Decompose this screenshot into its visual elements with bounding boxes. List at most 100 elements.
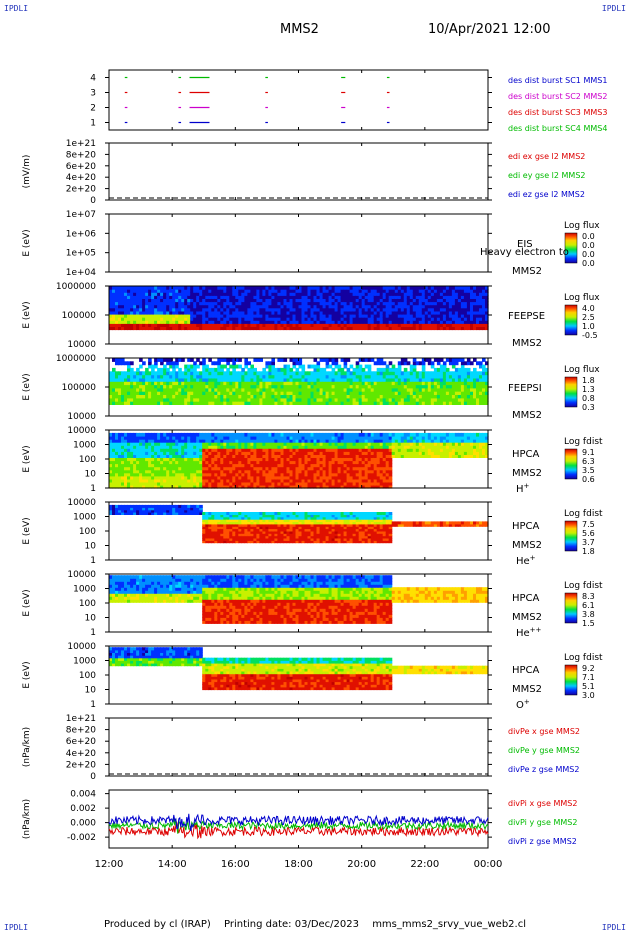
- spectrogram-cell: [268, 397, 272, 402]
- spectrogram-cell: [121, 397, 125, 402]
- spectrogram-cell: [470, 361, 474, 366]
- spectrogram-cell: [280, 454, 285, 458]
- spectrogram-cell: [292, 298, 297, 303]
- spectrogram-cell: [343, 387, 348, 392]
- spectrogram-cell: [316, 295, 321, 299]
- spectrogram-cell: [187, 289, 191, 293]
- spectrogram-cell: [166, 484, 170, 489]
- spectrogram-cell: [244, 466, 248, 471]
- spectrogram-cell: [283, 286, 288, 290]
- spectrogram-cell: [133, 432, 137, 437]
- spectrogram-cell: [181, 307, 185, 312]
- spectrogram-cell: [268, 307, 272, 312]
- spectrogram-cell: [328, 401, 333, 405]
- spectrogram-cell: [145, 397, 149, 402]
- spectrogram-cell: [130, 374, 134, 379]
- spectrogram-cell: [247, 320, 251, 324]
- spectrogram-cell: [482, 301, 486, 306]
- spectrogram-cell: [220, 364, 224, 369]
- spectrogram-cell: [295, 484, 300, 489]
- spectrogram-cell: [202, 391, 206, 395]
- spectrogram-cell: [214, 484, 218, 489]
- spectrogram-cell: [223, 475, 227, 480]
- spectrogram-cell: [226, 371, 230, 376]
- spectrogram-cell: [181, 394, 185, 399]
- spectrogram-cell: [205, 387, 209, 392]
- spectrogram-cell: [470, 286, 474, 290]
- spectrogram-cell: [241, 454, 245, 458]
- spectrogram-cell: [160, 457, 164, 462]
- spectrogram-cell: [325, 466, 330, 471]
- spectrogram-cell: [208, 371, 212, 376]
- spectrogram-cell: [289, 445, 294, 449]
- spectrogram-cell: [211, 361, 215, 366]
- spectrogram-cell: [355, 377, 360, 382]
- spectrogram-cell: [208, 304, 212, 309]
- spectrogram-cell: [244, 289, 248, 293]
- spectrogram-cell: [166, 361, 170, 366]
- spectrogram-cell: [367, 295, 372, 299]
- spectrogram-cell: [286, 442, 291, 446]
- spectrogram-cell: [482, 326, 486, 331]
- spectrogram-cell: [211, 320, 215, 324]
- spectrogram-cell: [319, 384, 324, 389]
- spectrogram-cell: [361, 286, 366, 290]
- spectrogram-cell: [379, 384, 384, 389]
- spectrogram-cell: [418, 377, 423, 382]
- spectrogram-cell: [436, 394, 441, 399]
- spectrogram-cell: [430, 295, 435, 299]
- spectrogram-cell: [473, 397, 477, 402]
- spectrogram-cell: [301, 295, 306, 299]
- spectrogram-cell: [166, 317, 170, 321]
- spectrogram-cell: [121, 307, 125, 312]
- spectrogram-cell: [457, 387, 462, 392]
- spectrogram-cell: [310, 451, 315, 455]
- spectrogram-cell: [316, 384, 321, 389]
- spectrogram-cell: [124, 310, 128, 315]
- spectrogram-cell: [124, 320, 128, 324]
- spectrogram-cell: [352, 295, 357, 299]
- spectrogram-cell: [211, 286, 215, 290]
- spectrogram-cell: [394, 323, 399, 327]
- spectrogram-cell: [259, 384, 263, 389]
- spectrogram-cell: [382, 381, 387, 386]
- spectrogram-cell: [109, 320, 113, 324]
- spectrogram-cell: [271, 397, 275, 402]
- spectrogram-cell: [331, 326, 336, 331]
- spectrogram-cell: [247, 292, 251, 296]
- spectrogram-cell: [193, 301, 197, 306]
- spectrogram-cell: [316, 292, 321, 296]
- spectrogram-cell: [361, 394, 366, 399]
- spectrogram-cell: [163, 442, 167, 446]
- spectrogram-cell: [229, 432, 233, 437]
- spectrogram-cell: [385, 377, 390, 382]
- spectrogram-cell: [277, 484, 281, 489]
- spectrogram-cell: [325, 391, 330, 395]
- corner-tag-top-right: IPDLI: [601, 4, 626, 13]
- spectrogram-cell: [476, 323, 480, 327]
- y-tick-label: 1e+04: [66, 268, 97, 278]
- spectrogram-cell: [310, 371, 315, 376]
- spectrogram-cell: [193, 377, 197, 382]
- spectrogram-cell: [109, 371, 113, 376]
- spectrogram-cell: [367, 314, 372, 318]
- spectrogram-cell: [403, 307, 408, 312]
- spectrogram-cell: [382, 310, 387, 315]
- spectrogram-cell: [409, 286, 414, 290]
- spectrogram-cell: [319, 432, 324, 437]
- spectrogram-cell: [343, 454, 348, 458]
- spectrogram-cell: [355, 317, 360, 321]
- spectrogram-cell: [157, 466, 161, 471]
- spectrogram-cell: [220, 295, 224, 299]
- spectrogram-cell: [412, 301, 417, 306]
- spectrogram-cell: [181, 478, 185, 483]
- spectrogram-cell: [466, 304, 471, 309]
- spectrogram-cell: [355, 304, 360, 309]
- spectrogram-cell: [208, 367, 212, 372]
- spectrogram-cell: [112, 298, 116, 303]
- spectrogram-cell: [226, 298, 230, 303]
- spectrogram-cell: [235, 381, 239, 386]
- spectrogram-cell: [442, 381, 447, 386]
- spectrogram-cell: [121, 448, 125, 452]
- spectrogram-cell: [358, 304, 363, 309]
